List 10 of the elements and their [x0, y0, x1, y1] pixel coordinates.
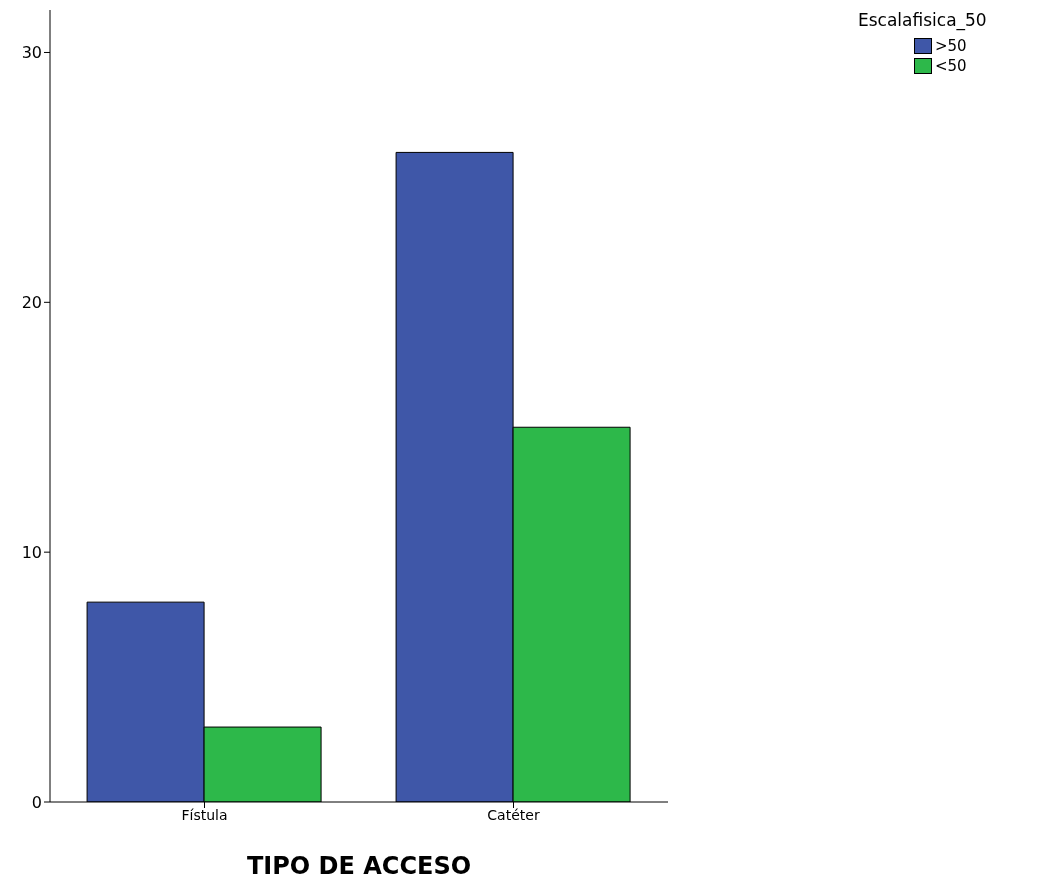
y-tick-label: 0: [31, 792, 42, 812]
legend-label: <50: [935, 57, 967, 75]
legend-label: >50: [935, 37, 967, 55]
x-tick-label: Fístula: [181, 806, 228, 823]
y-tick-label: 10: [21, 542, 42, 562]
x-axis-title: TIPO DE ACCESO: [246, 852, 472, 879]
y-tick-label: 30: [21, 43, 42, 63]
y-tick-label: 20: [21, 293, 42, 312]
legend-title: Escalafisica_50: [858, 10, 988, 30]
x-tick-label: Catéter: [487, 806, 540, 823]
